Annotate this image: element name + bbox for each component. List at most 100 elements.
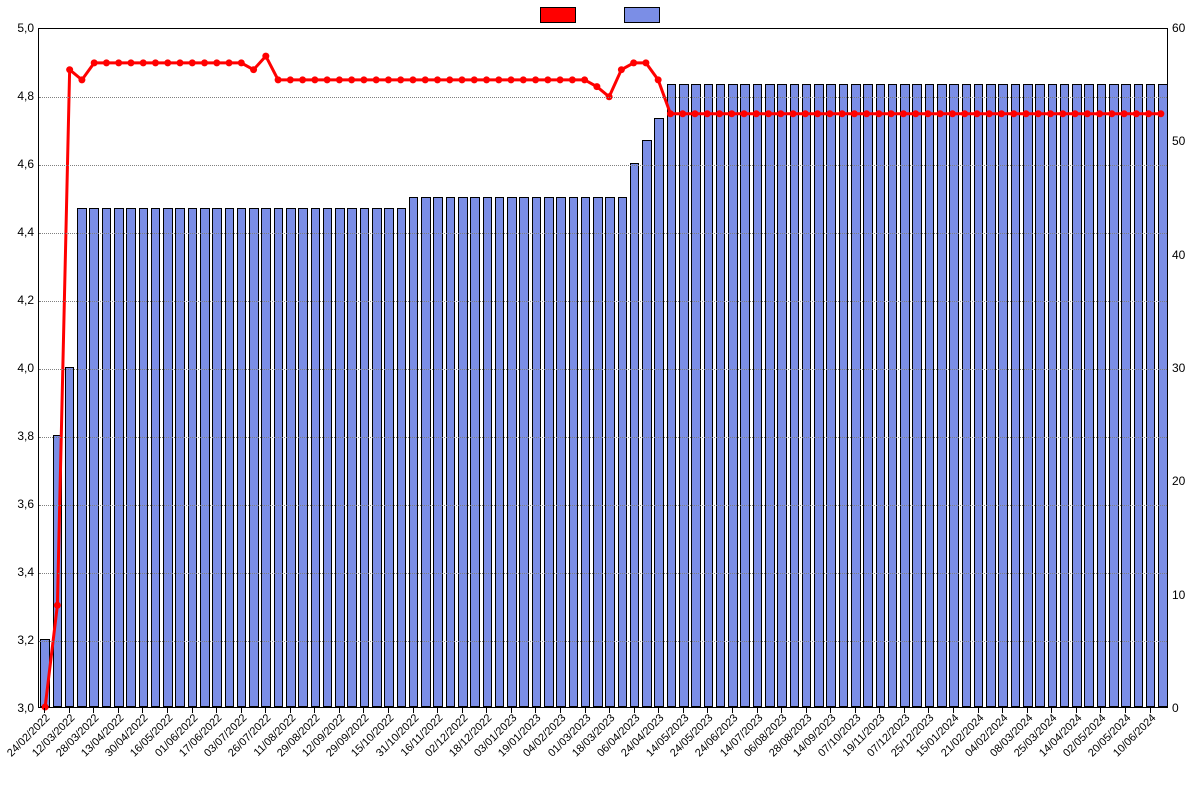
y-left-tick-label: 3,8 (4, 429, 34, 443)
line-marker (373, 76, 380, 83)
line-marker (1047, 110, 1054, 117)
y-left-tick-label: 4,4 (4, 225, 34, 239)
line-marker (520, 76, 527, 83)
line-marker (78, 76, 85, 83)
chart-legend (0, 6, 1200, 23)
line-marker (262, 53, 269, 60)
line-marker (998, 110, 1005, 117)
line-marker (973, 110, 980, 117)
line-marker (91, 59, 98, 66)
line-marker (201, 59, 208, 66)
y-left-tick-label: 4,0 (4, 361, 34, 375)
line-marker (569, 76, 576, 83)
line-marker (986, 110, 993, 117)
y-left-tick-label: 4,8 (4, 89, 34, 103)
y-left-tick-label: 4,6 (4, 157, 34, 171)
line-marker (1157, 110, 1164, 117)
line-marker (471, 76, 478, 83)
line-marker (213, 59, 220, 66)
line-marker (360, 76, 367, 83)
line-marker (1010, 110, 1017, 117)
line-marker (287, 76, 294, 83)
line-marker (900, 110, 907, 117)
line-marker (1072, 110, 1079, 117)
line-marker (790, 110, 797, 117)
legend-swatch-line (540, 7, 576, 23)
line-marker (226, 59, 233, 66)
line-marker (557, 76, 564, 83)
line-marker (127, 59, 134, 66)
line-marker (1121, 110, 1128, 117)
line-marker (741, 110, 748, 117)
line-marker (961, 110, 968, 117)
line-marker (422, 76, 429, 83)
line-marker (642, 59, 649, 66)
line-marker (164, 59, 171, 66)
line-marker (728, 110, 735, 117)
line-marker (336, 76, 343, 83)
line-marker (851, 110, 858, 117)
line-marker (459, 76, 466, 83)
plot-area (38, 28, 1168, 708)
gridline-h (39, 641, 1167, 642)
y-left-tick-label: 5,0 (4, 21, 34, 35)
line-marker (765, 110, 772, 117)
line-marker (937, 110, 944, 117)
line-marker (777, 110, 784, 117)
line-marker (115, 59, 122, 66)
y-right-tick-label: 0 (1172, 701, 1198, 715)
y-left-tick-label: 3,2 (4, 633, 34, 647)
line-marker (1059, 110, 1066, 117)
line-marker (924, 110, 931, 117)
line-marker (691, 110, 698, 117)
y-left-tick-label: 3,4 (4, 565, 34, 579)
line-series (45, 56, 1161, 707)
gridline-h (39, 165, 1167, 166)
line-marker (753, 110, 760, 117)
line-marker (54, 602, 61, 609)
line-marker (250, 66, 257, 73)
line-marker (1145, 110, 1152, 117)
line-marker (1084, 110, 1091, 117)
line-marker (397, 76, 404, 83)
y-right-tick-label: 50 (1172, 134, 1198, 148)
line-marker (238, 59, 245, 66)
line-marker (483, 76, 490, 83)
line-marker (409, 76, 416, 83)
y-right-tick-label: 30 (1172, 361, 1198, 375)
line-marker (630, 59, 637, 66)
gridline-h (39, 573, 1167, 574)
line-marker (103, 59, 110, 66)
line-marker (66, 66, 73, 73)
gridline-h (39, 369, 1167, 370)
line-marker (385, 76, 392, 83)
line-marker (299, 76, 306, 83)
line-marker (1108, 110, 1115, 117)
line-marker (544, 76, 551, 83)
y-right-tick-label: 60 (1172, 21, 1198, 35)
line-marker (581, 76, 588, 83)
y-right-tick-label: 20 (1172, 474, 1198, 488)
line-marker (679, 110, 686, 117)
line-layer (39, 29, 1167, 707)
line-marker (875, 110, 882, 117)
line-marker (826, 110, 833, 117)
gridline-h (39, 437, 1167, 438)
line-marker (446, 76, 453, 83)
line-marker (802, 110, 809, 117)
line-marker (888, 110, 895, 117)
line-marker (618, 66, 625, 73)
line-marker (667, 110, 674, 117)
gridline-h (39, 301, 1167, 302)
chart-container: 3,03,23,43,63,84,04,24,44,64,85,0 010203… (0, 0, 1200, 800)
y-left-tick-label: 3,0 (4, 701, 34, 715)
line-marker (814, 110, 821, 117)
line-marker (434, 76, 441, 83)
line-marker (655, 76, 662, 83)
line-marker (1133, 110, 1140, 117)
line-marker (1096, 110, 1103, 117)
line-marker (716, 110, 723, 117)
line-marker (532, 76, 539, 83)
gridline-h (39, 505, 1167, 506)
y-left-tick-label: 3,6 (4, 497, 34, 511)
